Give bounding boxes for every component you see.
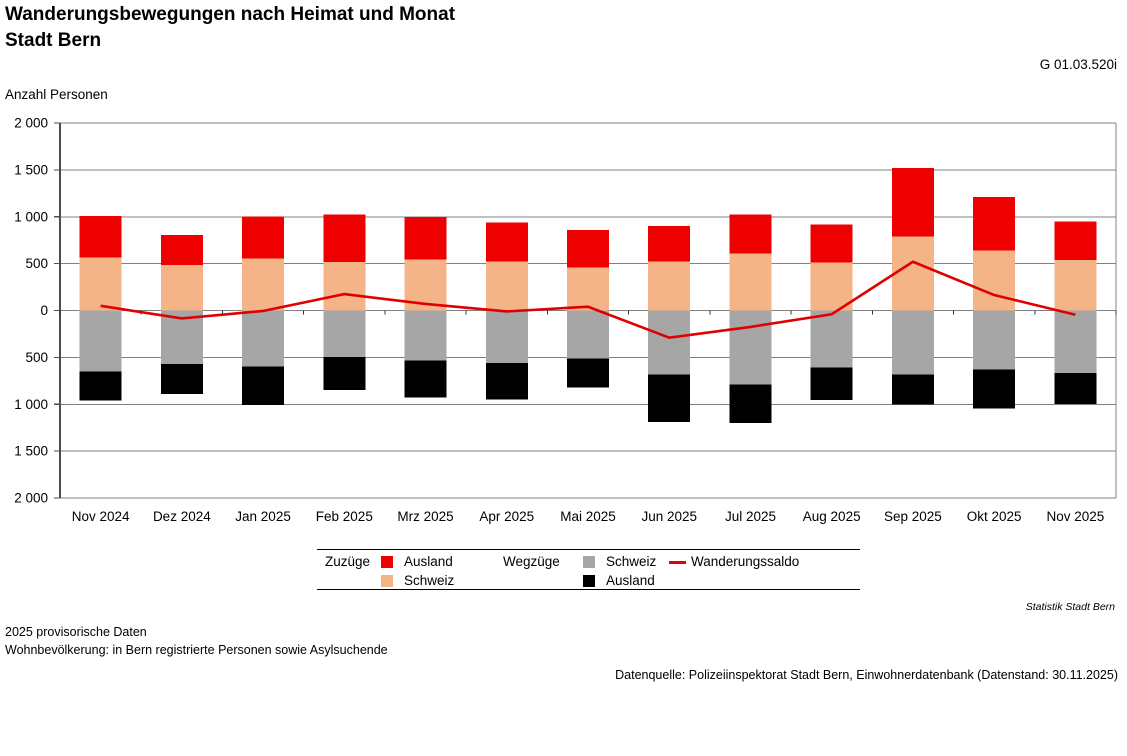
bar-segment-zuzuege_schweiz: [810, 262, 853, 311]
x-tick-label: Nov 2025: [1046, 509, 1104, 524]
legend-group-zuzuege-label: Zuzüge: [325, 554, 371, 569]
bar-segment-zuzuege_schweiz: [79, 257, 122, 311]
bar-segment-wegzuege_ausland: [79, 371, 122, 401]
x-tick-label: Okt 2025: [967, 509, 1022, 524]
legend-swatch-wegzuege-schweiz: [583, 556, 595, 568]
bar-segment-wegzuege_ausland: [567, 358, 609, 388]
legend-item-wegzuege-schweiz: Schweiz: [606, 554, 657, 569]
bar-segment-zuzuege_ausland: [242, 216, 285, 259]
y-tick-label: 0: [40, 303, 48, 318]
bar-segment-wegzuege_ausland: [891, 374, 934, 405]
bar-segment-wegzuege_schweiz: [729, 310, 772, 385]
x-tick-label: Apr 2025: [479, 509, 534, 524]
bar-segment-wegzuege_ausland: [485, 363, 528, 400]
legend-item-wanderungssaldo: Wanderungssaldo: [691, 554, 800, 569]
migration-chart: 2 000 1 500 1 000 500 0 500 1 000 1 500 2 000 Nov…: [14, 116, 1117, 524]
bar-segment-wegzuege_schweiz: [891, 310, 934, 375]
bar-segment-zuzuege_schweiz: [567, 267, 609, 311]
bar-segment-wegzuege_ausland: [404, 360, 447, 398]
attribution-text: Statistik Stadt Bern: [1025, 601, 1115, 613]
bar-segment-wegzuege_schweiz: [323, 310, 366, 357]
x-tick-label: Sep 2025: [884, 509, 942, 524]
legend-item-wegzuege-ausland: Ausland: [606, 573, 655, 588]
y-tick-label: 1 500: [14, 444, 48, 459]
bar-segment-zuzuege_schweiz: [485, 261, 528, 311]
bar-segment-wegzuege_schweiz: [973, 310, 1016, 370]
y-tick-label: 1 000: [14, 209, 48, 224]
bar-segment-zuzuege_ausland: [404, 216, 447, 260]
bar-segment-zuzuege_ausland: [891, 168, 934, 237]
bar-segment-zuzuege_schweiz: [242, 258, 285, 311]
bar-segment-wegzuege_ausland: [648, 374, 691, 423]
chart-code: G 01.03.520i: [1039, 57, 1117, 72]
bar-segment-zuzuege_schweiz: [648, 261, 691, 311]
footnote-provisional: 2025 provisorische Daten: [5, 625, 147, 639]
x-tick-label: Jan 2025: [235, 509, 291, 524]
legend-swatch-zuzuege-schweiz: [381, 575, 393, 587]
legend-line-swatch-wanderungssaldo: [669, 561, 686, 564]
bar-segment-wegzuege_ausland: [810, 367, 853, 401]
wanderungssaldo-line: [100, 260, 1076, 340]
legend-swatch-wegzuege-ausland: [583, 575, 595, 587]
y-tick-label: 2 000: [14, 116, 48, 131]
bar-segment-wegzuege_ausland: [973, 369, 1016, 409]
bar-segment-zuzuege_ausland: [485, 222, 528, 262]
bar-segment-zuzuege_schweiz: [891, 236, 934, 311]
bar-segment-wegzuege_schweiz: [810, 310, 853, 368]
y-tick-label: 2 000: [14, 491, 48, 506]
bar-segment-wegzuege_ausland: [729, 384, 772, 423]
x-tick-label: Dez 2024: [153, 509, 211, 524]
bar-segment-zuzuege_ausland: [648, 226, 691, 262]
y-tick-label: 500: [25, 256, 48, 271]
y-tick-label: 500: [25, 350, 48, 365]
legend-group-wegzuege-label: Wegzüge: [503, 554, 560, 569]
bar-segment-zuzuege_ausland: [567, 229, 609, 268]
bar-segment-wegzuege_ausland: [242, 366, 285, 406]
data-source-text: Datenquelle: Polizeiinspektorat Stadt Be…: [615, 668, 1118, 682]
bar-segment-zuzuege_ausland: [973, 197, 1016, 251]
x-tick-label: Mai 2025: [560, 509, 616, 524]
bar-segment-wegzuege_ausland: [1054, 372, 1097, 404]
x-tick-label: Nov 2024: [72, 509, 130, 524]
chart-legend: Zuzüge Ausland Wegzüge Schweiz Wanderung…: [317, 549, 860, 590]
legend-swatch-zuzuege-ausland: [381, 556, 393, 568]
bar-segment-wegzuege_schweiz: [404, 310, 447, 361]
bar-segment-zuzuege_ausland: [1054, 221, 1097, 260]
bar-segment-wegzuege_schweiz: [567, 310, 609, 359]
bar-segment-zuzuege_ausland: [79, 215, 122, 258]
bar-segment-zuzuege_schweiz: [160, 265, 203, 311]
y-tick-label: 1 500: [14, 162, 48, 177]
bar-segment-zuzuege_schweiz: [323, 261, 366, 311]
legend-item-zuzuege-schweiz: Schweiz: [404, 573, 455, 588]
legend-item-zuzuege-ausland: Ausland: [404, 554, 453, 569]
bar-segment-zuzuege_ausland: [323, 214, 366, 262]
bar-segment-wegzuege_schweiz: [1054, 310, 1097, 373]
bar-segment-zuzuege_ausland: [729, 214, 772, 254]
x-tick-label: Feb 2025: [316, 509, 373, 524]
y-axis-title: Anzahl Personen: [5, 87, 108, 102]
page-title: Wanderungsbewegungen nach Heimat und Mon…: [5, 4, 456, 25]
x-tick-label: Jun 2025: [641, 509, 697, 524]
x-tick-label: Mrz 2025: [397, 509, 453, 524]
bar-segment-wegzuege_schweiz: [648, 310, 691, 375]
page-subtitle: Stadt Bern: [5, 30, 102, 51]
bar-segment-wegzuege_schweiz: [79, 310, 122, 372]
bar-segment-zuzuege_schweiz: [1054, 259, 1097, 311]
bar-segment-wegzuege_ausland: [160, 363, 203, 394]
bar-segment-zuzuege_ausland: [160, 235, 203, 266]
bar-segment-zuzuege_schweiz: [973, 250, 1016, 311]
x-tick-label: Jul 2025: [725, 509, 776, 524]
y-tick-label: 1 000: [14, 397, 48, 412]
bar-segment-wegzuege_ausland: [323, 356, 366, 391]
bar-segment-wegzuege_schweiz: [242, 310, 285, 367]
footnote-population: Wohnbevölkerung: in Bern registrierte Pe…: [5, 643, 388, 657]
bar-segment-zuzuege_schweiz: [729, 253, 772, 311]
bar-segment-wegzuege_schweiz: [485, 310, 528, 363]
x-tick-label: Aug 2025: [803, 509, 861, 524]
bar-segment-zuzuege_ausland: [810, 224, 853, 263]
